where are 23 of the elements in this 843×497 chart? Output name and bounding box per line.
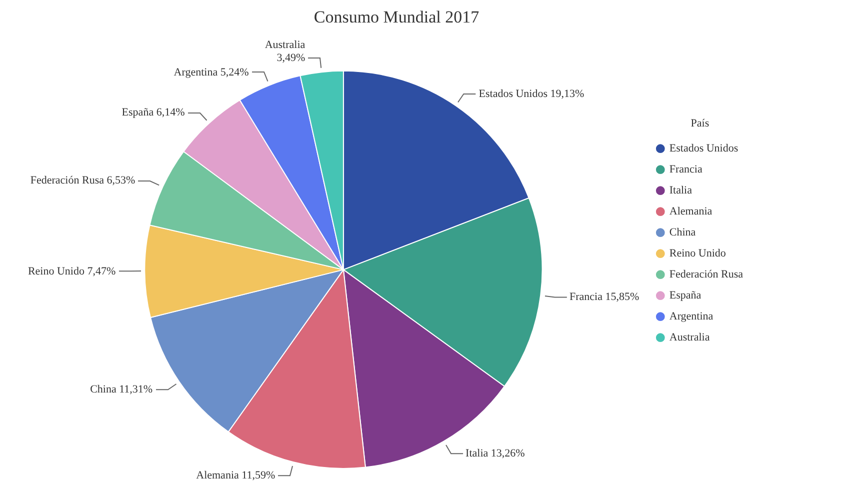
- data-label: 3,49%: [276, 52, 306, 64]
- category-label: Estados Unidos 19,13%: [478, 88, 584, 100]
- legend-label: China: [669, 226, 696, 238]
- category-label: Reino Unido 7,47%: [28, 265, 116, 278]
- legend-label: Francia: [669, 163, 702, 176]
- legend-label: Australia: [669, 331, 710, 344]
- legend-label: España: [669, 289, 702, 302]
- legend-label: Estados Unidos: [669, 142, 738, 154]
- legend-title: País: [690, 117, 710, 130]
- legend-label: Argentina: [669, 310, 714, 322]
- legend-label: Federación Rusa: [669, 268, 744, 280]
- category-label: Federación Rusa 6,53%: [30, 174, 136, 187]
- slice-label: Australia: [264, 39, 306, 52]
- category-label: Italia 13,26%: [466, 447, 525, 460]
- chart-title: Consumo Mundial 2017: [314, 8, 480, 27]
- legend-label: Reino Unido: [669, 247, 726, 260]
- category-label: Francia 15,85%: [569, 290, 640, 303]
- category-label: España 6,14%: [122, 106, 185, 119]
- category-label: Alemania 11,59%: [196, 470, 276, 482]
- category-label: China 11,31%: [90, 383, 153, 396]
- legend-label: Alemania: [669, 205, 712, 218]
- legend-label: Italia: [669, 184, 692, 196]
- category-label: Argentina 5,24%: [174, 66, 249, 78]
